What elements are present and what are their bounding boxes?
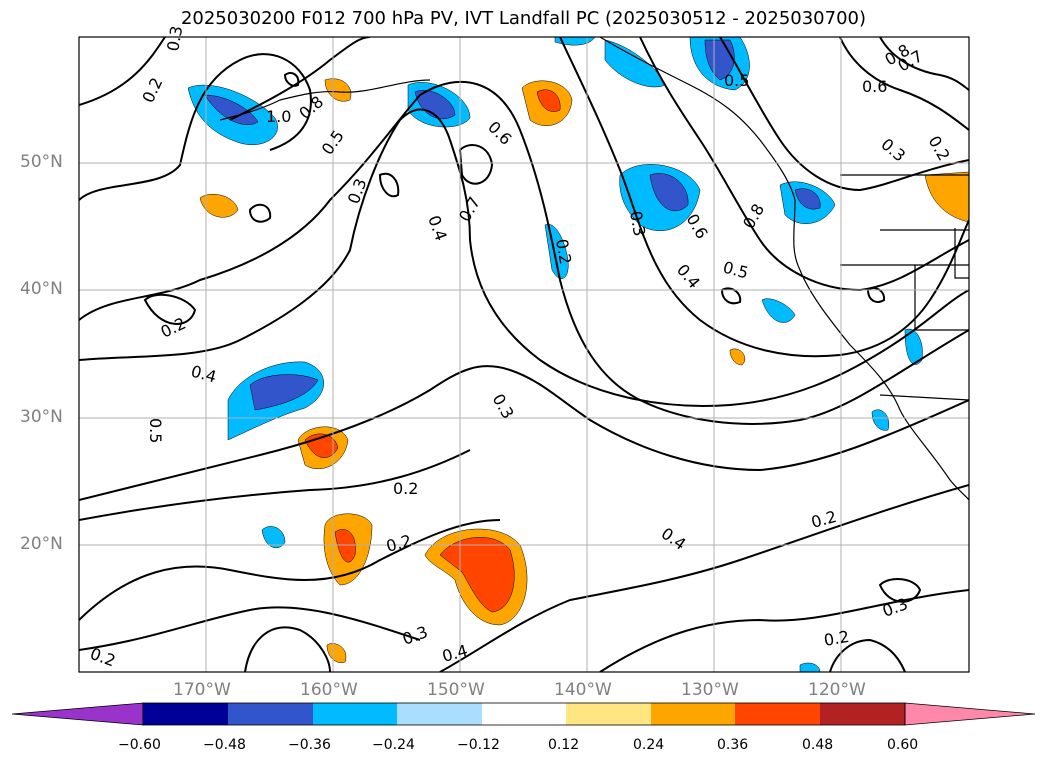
- lat-label: 40°N: [20, 279, 63, 299]
- lon-label: 140°W: [554, 680, 612, 700]
- colorbar: [11, 702, 1036, 726]
- coastlines: [219, 37, 969, 501]
- colorbar-tick-label: 0.12: [548, 737, 580, 753]
- lat-label: 20°N: [20, 534, 63, 554]
- lon-label: 130°W: [681, 680, 739, 700]
- lat-label: 50°N: [20, 152, 63, 172]
- colorbar-tick-label: 0.48: [802, 737, 834, 753]
- colorbar-bin: [482, 703, 566, 725]
- colorbar-tick-label: 0.36: [717, 737, 749, 753]
- contour-label: 0.3: [626, 209, 649, 237]
- contour-label: 0.2: [552, 237, 575, 265]
- contour-label: 0.2: [822, 627, 850, 650]
- pv-contours: [79, 37, 969, 672]
- colorbar-bin: [651, 703, 735, 725]
- contour-label: 0.3: [163, 24, 186, 52]
- colorbar-bin: [228, 703, 313, 725]
- contour-label: 0.6: [862, 77, 887, 96]
- lon-label: 120°W: [808, 680, 866, 700]
- map-title: 2025030200 F012 700 hPa PV, IVT Landfall…: [180, 8, 867, 29]
- contour-label: 0.5: [724, 71, 749, 90]
- colorbar-bin: [735, 703, 820, 725]
- colorbar-bin: [820, 703, 905, 725]
- map-gridlines: [79, 37, 969, 672]
- colorbar-tick-label: −0.12: [457, 737, 500, 753]
- colorbar-tick-label: −0.36: [288, 737, 331, 753]
- ivt-pc-shading: [187, 37, 969, 672]
- lat-label: 30°N: [20, 407, 63, 427]
- colorbar-tick-label: −0.60: [118, 737, 161, 753]
- map-frame: [78, 36, 970, 673]
- contour-label: 0.5: [146, 418, 165, 443]
- colorbar-extend-high: [904, 702, 1036, 726]
- contour-label: 0.2: [393, 479, 418, 498]
- colorbar-bin: [566, 703, 651, 725]
- colorbar-tick-label: 0.60: [887, 737, 919, 753]
- colorbar-frame: [142, 702, 906, 726]
- colorbar-bin: [397, 703, 482, 725]
- colorbar-bin: [313, 703, 397, 725]
- contour-label: 1.0: [266, 107, 291, 126]
- lon-label: 150°W: [427, 680, 485, 700]
- lon-label: 160°W: [300, 680, 358, 700]
- colorbar-tick-label: −0.24: [372, 737, 415, 753]
- colorbar-bin: [143, 703, 228, 725]
- colorbar-tick-label: −0.48: [203, 737, 246, 753]
- colorbar-tick-label: 0.24: [633, 737, 665, 753]
- colorbar-extend-low: [11, 702, 144, 726]
- lon-label: 170°W: [173, 680, 231, 700]
